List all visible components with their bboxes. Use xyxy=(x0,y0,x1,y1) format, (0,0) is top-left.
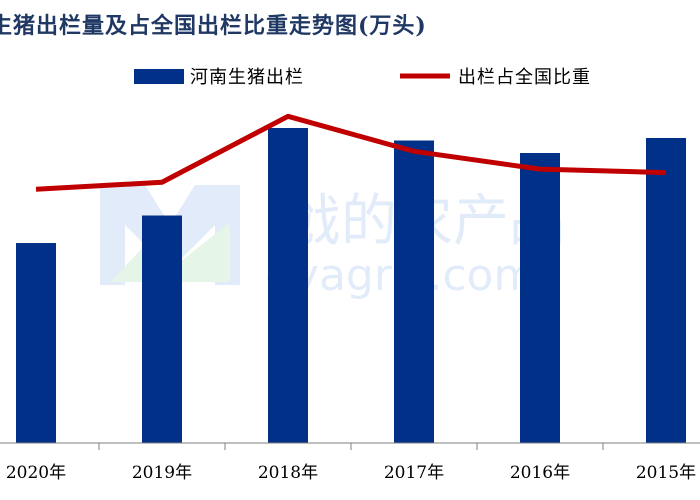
bar-1 xyxy=(142,215,182,443)
x-tick-label-2: 2018年 xyxy=(258,463,318,483)
watermark-leaf-shape xyxy=(110,222,230,282)
bar-4 xyxy=(520,153,560,443)
legend-label-bars: 河南生猪出栏 xyxy=(190,67,304,88)
chart-title: 生猪出栏量及占全国出栏比重走势图(万头) xyxy=(0,13,427,39)
line-layer xyxy=(35,113,667,192)
x-tick-label-0: 2020年 xyxy=(6,463,66,483)
bar-0 xyxy=(16,243,56,443)
bar-5 xyxy=(646,138,686,443)
x-tick-label-3: 2017年 xyxy=(384,463,444,483)
x-tick-label-1: 2019年 xyxy=(132,463,192,483)
x-tick-label-4: 2016年 xyxy=(510,463,570,483)
x-tick-marks xyxy=(98,443,604,450)
bar-3 xyxy=(394,140,434,443)
legend-swatch-bars xyxy=(134,69,184,84)
x-tick-labels: 2020年 2019年 2018年 2017年 2016年 2015年 xyxy=(6,463,696,483)
share-line xyxy=(35,113,667,192)
legend-label-line: 出栏占全国比重 xyxy=(458,67,591,88)
bar-2 xyxy=(268,128,308,443)
legend: 河南生猪出栏 出栏占全国比重 xyxy=(134,67,591,88)
x-tick-label-5: 2015年 xyxy=(636,463,696,483)
bars-layer xyxy=(16,128,686,443)
